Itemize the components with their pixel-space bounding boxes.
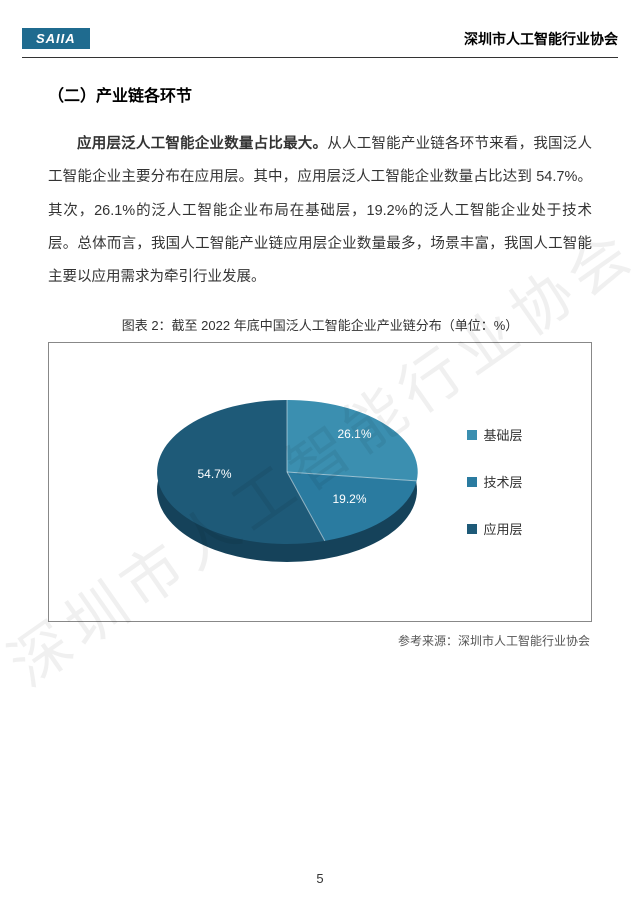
body-rest: 从人工智能产业链各环节来看，我国泛人工智能企业主要分布在应用层。其中，应用层泛人… [48, 136, 592, 285]
legend-swatch [467, 477, 477, 487]
legend-label: 基础层 [483, 425, 522, 444]
legend-item-tech: 技术层 [467, 472, 522, 491]
legend-label: 应用层 [483, 519, 522, 538]
body-paragraph: 应用层泛人工智能企业数量占比最大。从人工智能产业链各环节来看，我国泛人工智能企业… [48, 128, 592, 295]
slice-label-app: 54.7% [197, 467, 231, 481]
slice-label-base: 26.1% [337, 427, 371, 441]
chart-caption: 图表 2：截至 2022 年底中国泛人工智能企业产业链分布（单位：%） [48, 315, 592, 334]
chart-legend: 基础层 技术层 应用层 [467, 425, 522, 538]
org-name: 深圳市人工智能行业协会 [464, 29, 618, 49]
pie-chart: 26.1% 19.2% 54.7% [137, 372, 437, 592]
saiia-badge: SAIIA [22, 28, 90, 49]
lead-sentence: 应用层泛人工智能企业数量占比最大。 [77, 136, 327, 152]
page-number: 5 [0, 871, 640, 886]
legend-label: 技术层 [483, 472, 522, 491]
content-area: （二）产业链各环节 应用层泛人工智能企业数量占比最大。从人工智能产业链各环节来看… [0, 58, 640, 649]
legend-item-base: 基础层 [467, 425, 522, 444]
pie-svg [137, 372, 437, 592]
legend-swatch [467, 430, 477, 440]
slice-label-tech: 19.2% [332, 492, 366, 506]
section-title: （二）产业链各环节 [48, 82, 592, 106]
legend-swatch [467, 524, 477, 534]
pie-chart-container: 26.1% 19.2% 54.7% 基础层 技术层 应用层 [48, 342, 592, 622]
chart-source: 参考来源：深圳市人工智能行业协会 [48, 632, 592, 649]
legend-item-app: 应用层 [467, 519, 522, 538]
page-header: SAIIA 深圳市人工智能行业协会 [22, 0, 618, 58]
